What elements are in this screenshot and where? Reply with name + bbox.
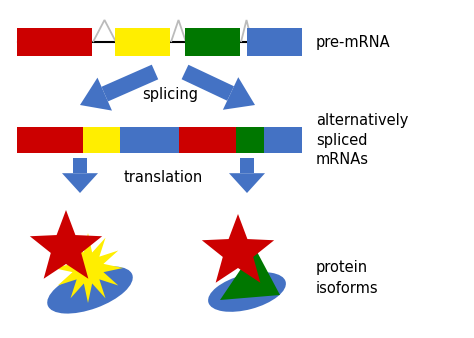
Text: alternatively
spliced
mRNAs: alternatively spliced mRNAs	[316, 113, 409, 167]
Bar	[83, 127, 127, 153]
Bar	[120, 127, 184, 153]
Bar	[247, 28, 302, 56]
Bar	[116, 28, 171, 56]
Polygon shape	[53, 233, 123, 303]
Polygon shape	[229, 173, 265, 193]
Ellipse shape	[208, 272, 286, 312]
Polygon shape	[80, 78, 112, 111]
Bar	[73, 158, 87, 173]
Polygon shape	[62, 173, 98, 193]
Bar	[264, 127, 302, 153]
Bar	[17, 127, 87, 153]
Polygon shape	[30, 210, 102, 279]
Text: protein
isoforms: protein isoforms	[316, 260, 379, 296]
Polygon shape	[202, 214, 274, 283]
Ellipse shape	[47, 266, 133, 314]
Text: pre-mRNA: pre-mRNA	[316, 34, 391, 49]
Polygon shape	[101, 65, 158, 101]
Bar	[236, 127, 270, 153]
Polygon shape	[182, 65, 234, 101]
Text: translation: translation	[123, 170, 202, 186]
Bar	[18, 28, 92, 56]
Bar	[240, 158, 254, 173]
Bar	[185, 28, 240, 56]
Bar	[179, 127, 241, 153]
Polygon shape	[223, 77, 255, 110]
Text: splicing: splicing	[142, 88, 198, 102]
Polygon shape	[220, 248, 280, 300]
